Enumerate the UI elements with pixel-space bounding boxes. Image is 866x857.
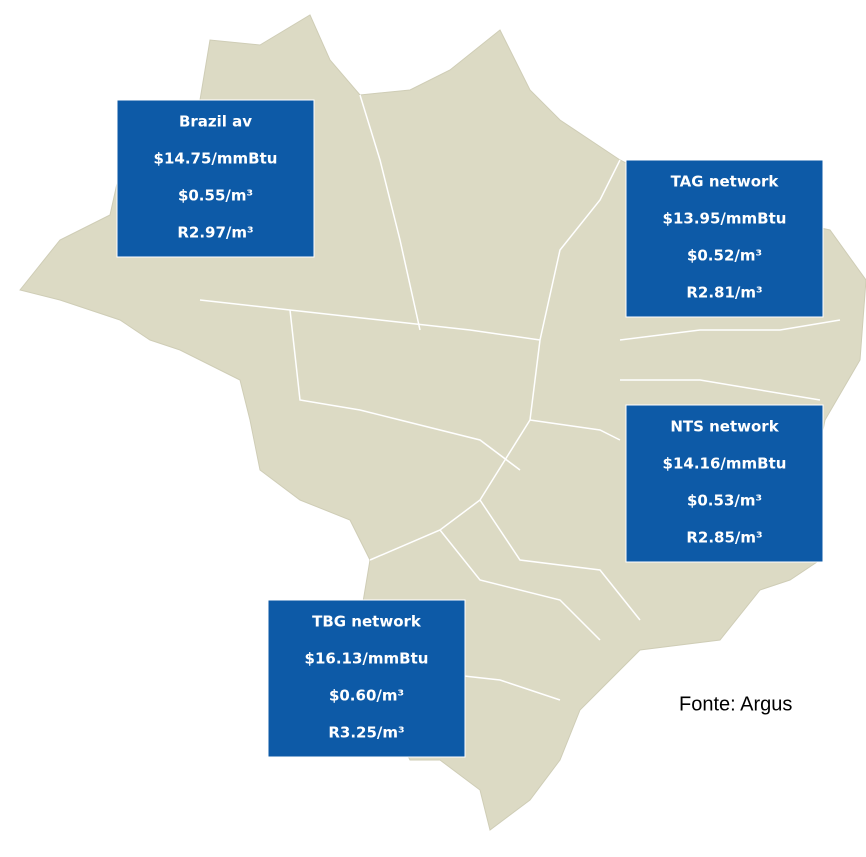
price-line: $0.55/m³ <box>178 187 253 205</box>
price-line: R2.85/m³ <box>686 529 762 547</box>
price-box <box>625 404 824 563</box>
price-line: $14.16/mmBtu <box>663 455 787 473</box>
price-line: R3.25/m³ <box>328 724 404 742</box>
box-title: Brazil av <box>179 113 252 131</box>
price-box <box>625 159 824 318</box>
price-line: $0.60/m³ <box>329 687 404 705</box>
price-line: R2.81/m³ <box>686 284 762 302</box>
price-line: R2.97/m³ <box>177 224 253 242</box>
price-line: $13.95/mmBtu <box>663 210 787 228</box>
price-line: $14.75/mmBtu <box>154 150 278 168</box>
price-box <box>116 99 315 258</box>
price-line: $0.52/m³ <box>687 247 762 265</box>
box-title: NTS network <box>670 418 779 436</box>
price-boxes: Brazil av $14.75/mmBtu $0.55/m³ R2.97/m³ TAG… <box>116 99 824 758</box>
price-line: $0.53/m³ <box>687 492 762 510</box>
price-box <box>267 599 466 758</box>
state-borders <box>199 94 841 701</box>
box-title: TBG network <box>312 613 422 631</box>
box-title: TAG network <box>671 173 780 191</box>
source-note: Fonte: Argus <box>679 693 792 715</box>
price-line: $16.13/mmBtu <box>305 650 429 668</box>
